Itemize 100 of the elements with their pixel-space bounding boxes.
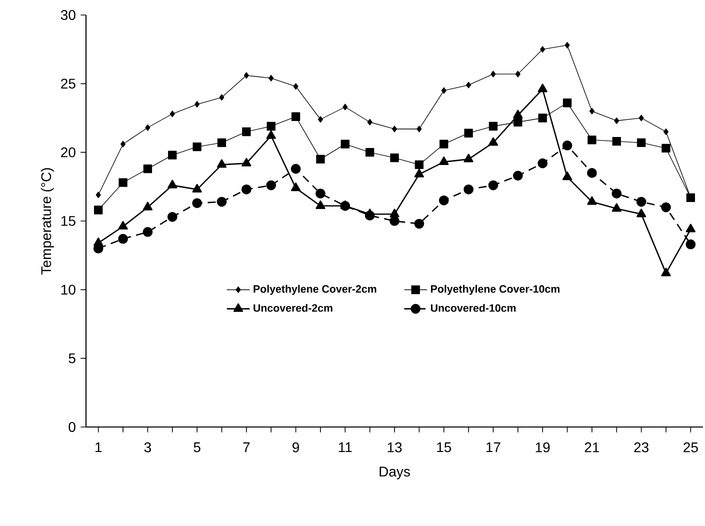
point — [145, 124, 150, 131]
point — [661, 268, 671, 276]
point — [488, 180, 498, 190]
point — [266, 130, 276, 139]
y-tick-label: 30 — [60, 10, 76, 20]
x-tick-label: 11 — [338, 442, 352, 452]
point — [170, 110, 175, 118]
x-tick-label: 17 — [486, 442, 500, 452]
point — [612, 137, 621, 146]
point — [142, 202, 153, 210]
point — [414, 160, 424, 170]
point — [142, 227, 153, 237]
point — [466, 82, 472, 88]
y-tick-label: 5 — [68, 353, 76, 364]
legend-label: Uncovered-10cm — [430, 304, 516, 312]
point — [244, 72, 249, 79]
point — [636, 196, 646, 207]
point — [316, 200, 326, 209]
point — [342, 104, 348, 110]
point — [513, 110, 523, 118]
point — [392, 126, 398, 132]
x-tick-label: 23 — [634, 442, 648, 452]
point — [538, 84, 548, 92]
x-tick-label: 21 — [584, 442, 600, 452]
point — [291, 112, 300, 121]
legend-label: Polyethylene Cover-2cm — [254, 284, 376, 295]
point — [318, 116, 323, 123]
point — [562, 172, 572, 180]
point — [440, 140, 448, 148]
point — [441, 87, 446, 94]
point — [512, 170, 523, 181]
point — [562, 98, 572, 108]
point — [293, 83, 298, 90]
point — [96, 192, 101, 198]
x-tick-label: 25 — [684, 442, 698, 452]
point — [242, 158, 252, 166]
point — [662, 144, 670, 153]
point — [194, 101, 200, 108]
point — [439, 156, 449, 166]
point — [414, 168, 424, 178]
point — [638, 114, 644, 122]
point — [266, 180, 276, 190]
point — [219, 94, 224, 101]
point — [143, 164, 152, 174]
point — [686, 239, 696, 250]
point — [167, 212, 178, 222]
point — [488, 137, 498, 146]
point — [367, 118, 372, 126]
point — [192, 198, 202, 208]
point — [612, 203, 622, 212]
y-tick-label: 15 — [61, 216, 76, 226]
y-tick-label: 10 — [61, 284, 76, 295]
point — [414, 218, 424, 229]
point — [587, 196, 597, 205]
point — [588, 136, 596, 144]
point — [564, 42, 570, 48]
y-tick-label: 20 — [61, 147, 76, 158]
x-tick-label: 9 — [292, 442, 299, 452]
point — [118, 234, 128, 244]
point — [120, 140, 126, 148]
point — [589, 108, 594, 114]
x-tick-label: 7 — [243, 442, 250, 452]
point — [340, 140, 350, 148]
point — [686, 224, 696, 232]
x-tick-label: 15 — [437, 442, 452, 452]
point — [364, 210, 375, 220]
point — [290, 164, 301, 174]
point — [464, 128, 473, 138]
point — [216, 196, 227, 207]
point — [661, 202, 671, 212]
point — [168, 180, 178, 188]
point — [663, 128, 669, 136]
point — [365, 148, 374, 157]
point — [192, 142, 202, 152]
point — [538, 158, 548, 168]
point — [118, 178, 128, 187]
point — [614, 117, 620, 124]
point — [390, 153, 399, 162]
x-axis-title: Days — [380, 466, 410, 480]
y-axis-title: Temperature (°C) — [40, 168, 54, 274]
y-tick-label: 0 — [68, 422, 76, 432]
point — [268, 74, 274, 82]
point — [118, 221, 128, 230]
point — [168, 150, 177, 160]
point — [587, 168, 597, 178]
point — [540, 46, 546, 53]
point — [316, 188, 326, 198]
point — [266, 122, 276, 131]
point — [242, 127, 251, 136]
x-tick-label: 13 — [388, 442, 402, 452]
point — [217, 138, 226, 148]
point — [438, 195, 449, 206]
legend-label: Polyethylene Cover-10cm — [431, 284, 560, 295]
point — [464, 184, 474, 194]
x-tick-label: 19 — [536, 442, 550, 452]
point — [192, 184, 202, 192]
point — [290, 182, 301, 192]
point — [216, 159, 227, 168]
x-tick-label: 5 — [194, 442, 200, 452]
point — [538, 114, 547, 122]
